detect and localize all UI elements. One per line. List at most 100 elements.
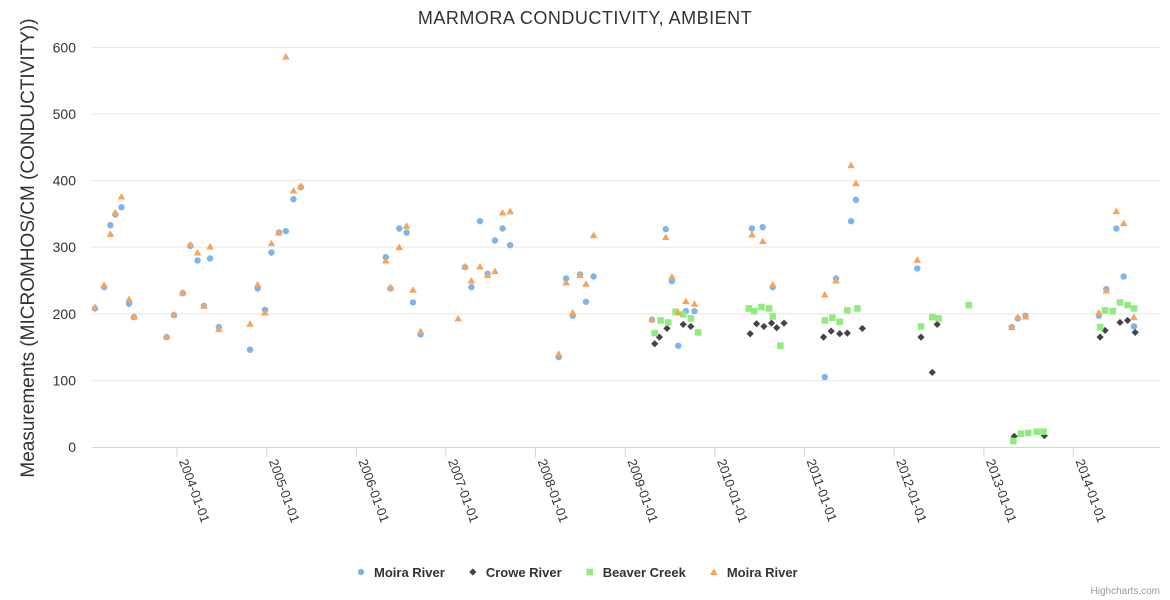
data-point[interactable]	[498, 208, 507, 216]
data-point[interactable]	[819, 333, 828, 341]
data-point[interactable]	[748, 225, 756, 232]
data-point[interactable]	[1109, 307, 1116, 315]
data-point[interactable]	[200, 302, 208, 309]
data-point[interactable]	[562, 275, 570, 282]
data-point[interactable]	[409, 299, 417, 306]
data-point[interactable]	[476, 262, 484, 270]
data-point[interactable]	[467, 276, 476, 284]
data-point[interactable]	[750, 307, 758, 315]
data-point[interactable]	[832, 276, 840, 284]
data-point[interactable]	[111, 208, 120, 216]
data-point[interactable]	[928, 368, 936, 376]
data-point[interactable]	[282, 53, 290, 60]
data-point[interactable]	[1130, 305, 1138, 312]
data-point[interactable]	[402, 222, 411, 229]
data-point[interactable]	[1017, 430, 1025, 437]
data-point[interactable]	[914, 265, 921, 272]
data-point[interactable]	[403, 229, 410, 236]
data-point[interactable]	[657, 317, 664, 324]
data-point[interactable]	[91, 303, 99, 311]
data-point[interactable]	[396, 225, 403, 232]
data-point[interactable]	[1033, 428, 1041, 435]
data-point[interactable]	[386, 283, 395, 291]
data-point[interactable]	[1124, 301, 1131, 309]
data-point[interactable]	[125, 300, 133, 307]
legend-label[interactable]: Moira River	[727, 565, 798, 580]
data-point[interactable]	[416, 327, 425, 335]
data-point[interactable]	[246, 346, 254, 353]
data-point[interactable]	[206, 255, 214, 262]
data-point[interactable]	[261, 308, 269, 316]
data-point[interactable]	[290, 196, 297, 203]
data-point[interactable]	[589, 231, 598, 239]
data-point[interactable]	[917, 323, 925, 330]
data-point[interactable]	[648, 315, 656, 323]
data-point[interactable]	[760, 322, 768, 331]
data-point[interactable]	[1116, 318, 1124, 327]
data-point[interactable]	[651, 329, 659, 337]
data-point[interactable]	[454, 314, 462, 322]
data-point[interactable]	[554, 350, 563, 357]
data-point[interactable]	[215, 325, 223, 333]
data-point[interactable]	[1096, 333, 1104, 341]
data-point[interactable]	[1095, 308, 1103, 316]
data-point[interactable]	[395, 243, 404, 251]
legend-label[interactable]: Beaver Creek	[603, 565, 687, 580]
legend-item[interactable]: Moira River	[357, 565, 445, 580]
data-point[interactable]	[468, 283, 475, 291]
data-point[interactable]	[275, 228, 283, 236]
data-point[interactable]	[1130, 323, 1138, 330]
data-point[interactable]	[674, 308, 683, 316]
data-point[interactable]	[679, 320, 687, 329]
data-point[interactable]	[186, 240, 195, 248]
data-point[interactable]	[690, 300, 699, 307]
data-point[interactable]	[847, 161, 855, 169]
data-point[interactable]	[769, 313, 777, 320]
data-point[interactable]	[193, 248, 202, 256]
data-point[interactable]	[1096, 323, 1104, 331]
data-point[interactable]	[759, 223, 766, 231]
data-point[interactable]	[1112, 207, 1121, 215]
data-point[interactable]	[246, 320, 254, 327]
data-point[interactable]	[568, 308, 577, 316]
data-point[interactable]	[100, 281, 108, 289]
data-point[interactable]	[107, 221, 114, 229]
data-point[interactable]	[933, 320, 941, 329]
data-point[interactable]	[651, 340, 659, 348]
data-point[interactable]	[679, 311, 687, 318]
data-point[interactable]	[820, 290, 829, 298]
data-point[interactable]	[206, 242, 214, 250]
data-point[interactable]	[499, 225, 506, 232]
data-point[interactable]	[1116, 299, 1124, 306]
data-point[interactable]	[582, 298, 590, 305]
data-point[interactable]	[928, 313, 936, 321]
data-point[interactable]	[117, 192, 126, 200]
data-point[interactable]	[506, 241, 514, 249]
data-point[interactable]	[836, 318, 844, 326]
data-point[interactable]	[381, 256, 390, 264]
data-point[interactable]	[844, 307, 851, 314]
data-point[interactable]	[675, 342, 682, 349]
legend-item[interactable]: Beaver Creek	[586, 565, 687, 580]
data-point[interactable]	[917, 333, 925, 341]
data-point[interactable]	[748, 230, 756, 238]
data-point[interactable]	[847, 217, 855, 225]
data-point[interactable]	[297, 182, 305, 189]
data-point[interactable]	[1009, 437, 1017, 445]
data-point[interactable]	[576, 271, 584, 279]
data-point[interactable]	[491, 267, 499, 275]
data-point[interactable]	[1131, 328, 1139, 337]
data-point[interactable]	[491, 237, 499, 244]
data-point[interactable]	[852, 196, 860, 204]
data-point[interactable]	[752, 320, 761, 328]
data-point[interactable]	[506, 207, 514, 215]
data-point[interactable]	[767, 319, 776, 327]
legend-symbol[interactable]	[710, 568, 718, 575]
data-point[interactable]	[854, 305, 861, 312]
legend-symbol[interactable]	[357, 568, 365, 576]
data-point[interactable]	[1101, 307, 1109, 314]
data-point[interactable]	[1119, 219, 1128, 227]
data-point[interactable]	[773, 324, 781, 332]
data-point[interactable]	[661, 233, 670, 241]
data-point[interactable]	[1021, 312, 1030, 320]
